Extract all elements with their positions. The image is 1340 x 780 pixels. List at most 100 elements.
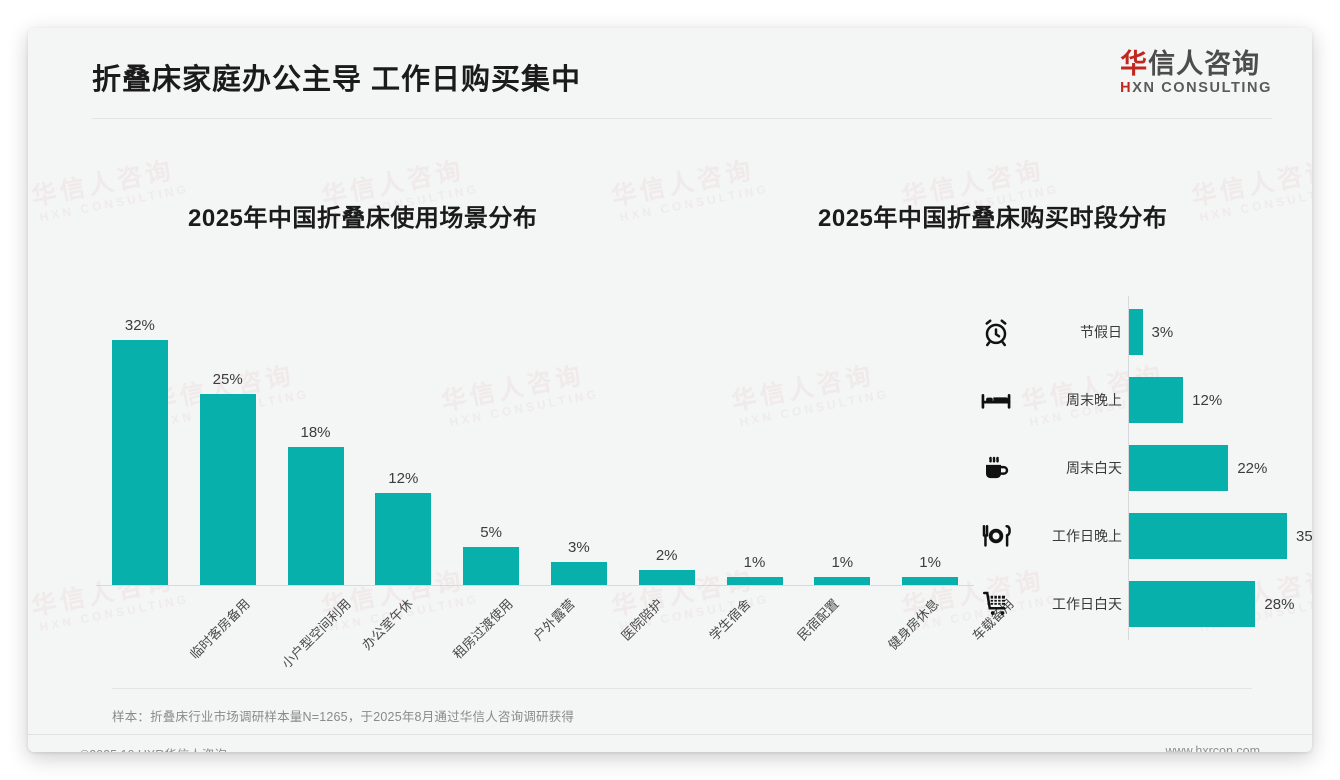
purchase-timeslot-row: 工作日白天 28% (958, 570, 1294, 638)
sample-footnote: 样本：折叠床行业市场调研样本量N=1265，于2025年8月通过华信人咨询调研获… (112, 710, 575, 724)
usage-scenario-bar (199, 393, 256, 585)
purchase-timeslot-bar (1129, 513, 1287, 559)
watermark-chinese: 华信人咨询 (609, 156, 757, 212)
usage-scenario-plot: 32% 临时客房备用 25% 小户型空间利用 18% 办公室午休 12% 租房过渡使用 5% 户外… (96, 278, 1017, 671)
usage-scenario-bar-group (463, 546, 520, 585)
purchase-timeslot-category-label: 节假日 (1080, 324, 1122, 340)
usage-scenario-bar-group (902, 577, 959, 585)
coffee-mug-icon (976, 448, 1016, 488)
infographic-card: 华信人咨询 HXN CONSULTING 华信人咨询 HXN CONSULTING 华信… (28, 28, 1312, 752)
usage-scenario-baseline (96, 585, 974, 586)
footnote-divider (112, 688, 1252, 689)
usage-scenario-value-label: 25% (212, 370, 243, 388)
purchase-timeslot-bar (1129, 377, 1184, 423)
page-title: 折叠床家庭办公主导 工作日购买集中 (92, 64, 582, 96)
usage-scenario-value-label: 32% (124, 316, 155, 334)
shopping-cart-icon (976, 584, 1016, 624)
logo-chinese-rest: 信人咨询 (1148, 49, 1261, 79)
footer-divider (28, 734, 1312, 735)
purchase-timeslot-bar (1129, 445, 1229, 491)
watermark-chinese: 华信人咨询 (29, 156, 177, 212)
footer-copyright: ©2025.10 HXR华信人咨询 (80, 744, 227, 752)
purchase-timeslot-chart: 节假日 3% 周末晚上 12% 周末白天 22% 工作日晚上 35% 工作日白天 28% (958, 268, 1312, 658)
footer-website: www.hxrcon.com (1165, 744, 1260, 752)
left-chart-title: 2025年中国折叠床使用场景分布 (188, 205, 538, 232)
usage-scenario-category-label: 小户型空间利用 (278, 596, 354, 672)
usage-scenario-category-label: 租房过渡使用 (450, 596, 517, 662)
usage-scenario-value-label: 2% (655, 546, 678, 564)
purchase-timeslot-category-label: 工作日晚上 (1052, 528, 1122, 544)
header-divider (92, 118, 1272, 119)
usage-scenario-category-label: 临时客房备用 (186, 596, 253, 662)
usage-scenario-bar-group (111, 339, 168, 585)
watermark-chinese: 华信人咨询 (1189, 156, 1312, 212)
purchase-timeslot-bar (1129, 309, 1143, 355)
usage-scenario-value-label: 12% (388, 470, 419, 488)
watermark-english: HXN CONSULTING (1198, 181, 1312, 225)
usage-scenario-category-label: 办公室午休 (358, 596, 416, 653)
purchase-timeslot-value-label: 3% (1151, 323, 1174, 341)
usage-scenario-category-label: 健身房休息 (885, 596, 943, 653)
usage-scenario-value-label: 1% (743, 554, 766, 571)
usage-scenario-bar (814, 577, 871, 585)
purchase-timeslot-category-label: 工作日白天 (1052, 596, 1122, 612)
usage-scenario-bar (463, 546, 520, 585)
purchase-timeslot-value-label: 12% (1192, 391, 1223, 409)
logo-chinese: 华信人咨询 (1120, 49, 1272, 79)
logo-english-accent: H (1120, 80, 1133, 97)
usage-scenario-bar (726, 577, 783, 585)
watermark-english: HXN CONSULTING (38, 181, 191, 225)
purchase-timeslot-category-label: 周末晚上 (1066, 392, 1122, 408)
watermark-english: HXN CONSULTING (618, 181, 771, 225)
usage-scenario-category-label: 户外露营 (530, 596, 578, 644)
watermark-chinese: 华信人咨询 (1309, 361, 1312, 417)
usage-scenario-bar (375, 493, 432, 585)
purchase-timeslot-bar-track: 12% (1129, 377, 1222, 423)
usage-scenario-bar-group (726, 577, 783, 585)
usage-scenario-bar (111, 339, 168, 585)
bed-icon (976, 380, 1016, 420)
usage-scenario-bar (550, 562, 607, 585)
purchase-timeslot-value-label: 22% (1237, 459, 1268, 477)
usage-scenario-category-label: 学生宿舍 (706, 596, 754, 644)
usage-scenario-bar-group (375, 493, 432, 585)
purchase-timeslot-axis (1128, 296, 1129, 640)
usage-scenario-bar (902, 577, 959, 585)
purchase-timeslot-bar (1129, 581, 1256, 627)
usage-scenario-value-label: 18% (300, 424, 331, 442)
usage-scenario-value-label: 1% (919, 554, 941, 571)
purchase-timeslot-row: 工作日晚上 35% (958, 502, 1312, 570)
usage-scenario-bar (287, 447, 344, 585)
usage-scenario-bar-group (287, 447, 344, 585)
logo-english-rest: XN CONSULTING (1132, 80, 1272, 97)
right-chart-title: 2025年中国折叠床购买时段分布 (818, 205, 1168, 232)
usage-scenario-bar (638, 569, 695, 585)
usage-scenario-category-label: 民宿配置 (793, 596, 842, 644)
usage-scenario-value-label: 5% (480, 523, 502, 541)
logo-chinese-accent: 华 (1120, 49, 1149, 79)
purchase-timeslot-bar-track: 35% (1129, 513, 1312, 559)
purchase-timeslot-row: 周末白天 22% (958, 434, 1288, 502)
usage-scenario-bar-group (199, 393, 256, 585)
usage-scenario-bar-group (814, 577, 871, 585)
purchase-timeslot-bar-track: 28% (1129, 581, 1294, 627)
usage-scenario-chart: 32% 临时客房备用 25% 小户型空间利用 18% 办公室午休 12% 租房过渡使用 5% 户外… (68, 278, 1017, 678)
purchase-timeslot-value-label: 28% (1264, 595, 1295, 613)
header: 折叠床家庭办公主导 工作日购买集中 华信人咨询 HXN CONSULTING (28, 28, 1312, 120)
purchase-timeslot-row: 节假日 3% (958, 298, 1288, 366)
usage-scenario-value-label: 3% (568, 539, 590, 557)
usage-scenario-value-label: 1% (831, 554, 854, 571)
purchase-timeslot-row: 周末晚上 12% (958, 366, 1288, 434)
usage-scenario-category-label: 医院陪护 (618, 596, 666, 644)
purchase-timeslot-category-label: 周末白天 (1066, 460, 1122, 476)
logo-english: HXN CONSULTING (1120, 80, 1272, 97)
usage-scenario-bar-group (638, 569, 695, 585)
usage-scenario-bar-group (550, 562, 607, 585)
purchase-timeslot-bar-track: 22% (1129, 445, 1267, 491)
alarm-clock-icon (976, 312, 1016, 352)
purchase-timeslot-value-label: 35% (1296, 527, 1312, 545)
